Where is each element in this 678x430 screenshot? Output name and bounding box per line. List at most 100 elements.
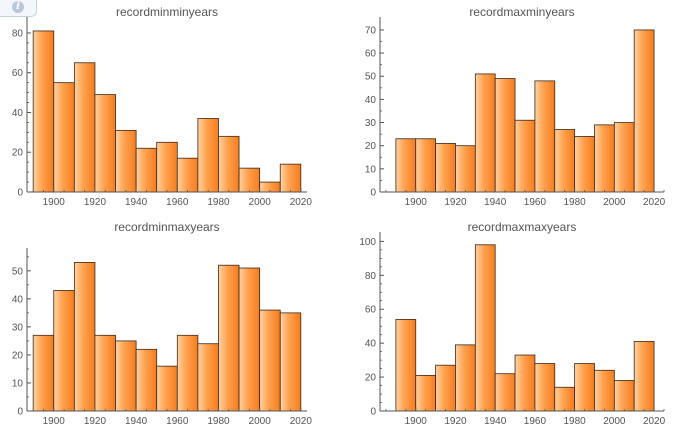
histogram-bar: [115, 340, 137, 412]
histogram-bar: [395, 319, 417, 412]
x-tick-label: 1980: [207, 197, 230, 208]
histogram-bar: [474, 73, 496, 193]
histogram-bar: [494, 78, 516, 193]
y-tick-label: 40: [365, 339, 377, 350]
histogram-bar: [197, 343, 219, 412]
y-tick-label: 0: [17, 407, 23, 418]
histogram-bar: [594, 124, 615, 193]
x-tick-label: 1900: [43, 197, 66, 208]
histogram-recordminminyears: recordminminyears 0 20 40 60 80 1900 1920 1940 19…: [12, 5, 313, 208]
info-badge[interactable]: i: [0, 0, 37, 17]
histogram-bar: [415, 138, 437, 193]
histogram-bar: [435, 364, 456, 412]
histogram-bar: [94, 94, 116, 193]
info-icon[interactable]: i: [12, 1, 24, 13]
histogram-bar: [53, 290, 75, 412]
y-tick-label: 30: [12, 322, 24, 333]
histogram-bar: [574, 363, 595, 412]
histogram-recordmaxminyears: recordmaxminyears 0 10 20 30 40 50 60 70 1900 1920…: [365, 5, 666, 208]
x-tick-label: 1920: [84, 416, 107, 427]
x-tick-label: 2000: [603, 416, 626, 427]
histogram-bar: [514, 119, 536, 193]
histogram-bar: [238, 167, 261, 193]
histogram-bar: [259, 309, 281, 412]
x-tick-label: 2020: [643, 197, 666, 208]
x-tick-label: 1940: [125, 416, 148, 427]
histogram-bar: [633, 29, 655, 193]
y-tick-label: 60: [12, 68, 24, 79]
histogram-bar: [115, 129, 137, 193]
histogram-bar: [135, 147, 158, 193]
y-tick-label: 40: [12, 108, 24, 119]
histogram-bar: [574, 136, 595, 193]
y-tick-label: 70: [365, 25, 377, 36]
x-tick-label: 2000: [249, 416, 272, 427]
x-tick-label: 2020: [290, 197, 313, 208]
y-tick-label: 80: [365, 271, 377, 282]
y-tick-label: 50: [365, 72, 377, 83]
histogram-bar: [594, 369, 615, 412]
x-tick-label: 1940: [484, 416, 507, 427]
histogram-bar: [455, 344, 476, 412]
chart-title: recordmaxmaxyears: [468, 220, 577, 234]
histogram-bar: [176, 334, 199, 412]
histogram-bar: [73, 62, 96, 193]
y-tick-label: 20: [365, 373, 377, 384]
histogram-bar: [176, 157, 199, 193]
histogram-bar: [435, 142, 456, 193]
chart-title: recordminmaxyears: [114, 220, 219, 234]
histogram-bar: [135, 348, 158, 412]
y-tick-label: 0: [370, 407, 376, 418]
histogram-bar: [156, 365, 178, 412]
y-tick-label: 40: [12, 294, 24, 305]
histogram-bar: [474, 244, 496, 412]
y-tick-label: 10: [12, 378, 24, 389]
x-tick-label: 2020: [290, 416, 313, 427]
x-tick-label: 1980: [564, 416, 587, 427]
histogram-bar: [53, 82, 75, 193]
histogram-bar: [534, 363, 556, 412]
y-tick-label: 10: [365, 164, 377, 175]
histogram-bar: [534, 80, 556, 193]
y-tick-label: 0: [17, 188, 23, 199]
histogram-bar: [32, 30, 55, 193]
histogram-bar: [94, 334, 116, 412]
x-tick-label: 1900: [405, 416, 428, 427]
x-tick-label: 2000: [603, 197, 626, 208]
chart-title: recordmaxminyears: [469, 5, 574, 19]
y-tick-label: 60: [365, 305, 377, 316]
histogram-bar: [514, 354, 536, 412]
x-tick-label: 1960: [524, 416, 547, 427]
histogram-bar: [73, 262, 96, 412]
x-tick-label: 2020: [643, 416, 666, 427]
x-tick-label: 1940: [125, 197, 148, 208]
x-tick-label: 1920: [84, 197, 107, 208]
histogram-bar: [554, 129, 576, 193]
x-tick-label: 1960: [166, 197, 189, 208]
histogram-bar: [415, 374, 437, 412]
histogram-bar: [633, 341, 655, 412]
y-tick-label: 50: [12, 266, 24, 277]
histogram-bar: [218, 135, 240, 193]
x-tick-label: 1900: [405, 197, 428, 208]
y-tick-label: 20: [12, 350, 24, 361]
y-tick-label: 60: [365, 49, 377, 60]
x-tick-label: 2000: [249, 197, 272, 208]
x-tick-label: 1920: [444, 416, 467, 427]
x-tick-label: 1960: [524, 197, 547, 208]
x-tick-label: 1900: [43, 416, 66, 427]
x-tick-label: 1920: [444, 197, 467, 208]
histogram-recordminmaxyears: recordminmaxyears 0 10 20 30 40 50 1900 1920 1940…: [12, 220, 313, 427]
y-tick-label: 30: [365, 118, 377, 129]
x-tick-label: 1980: [564, 197, 587, 208]
histogram-bar: [279, 312, 302, 412]
histogram-bar: [494, 373, 516, 412]
x-tick-label: 1960: [166, 416, 189, 427]
histogram-bar: [32, 334, 55, 412]
chart-title: recordminminyears: [116, 5, 218, 19]
histogram-bar: [613, 380, 635, 412]
histogram-bar: [613, 122, 635, 193]
y-tick-label: 20: [12, 148, 24, 159]
histogram-bar: [554, 386, 576, 412]
y-tick-label: 100: [359, 237, 376, 248]
